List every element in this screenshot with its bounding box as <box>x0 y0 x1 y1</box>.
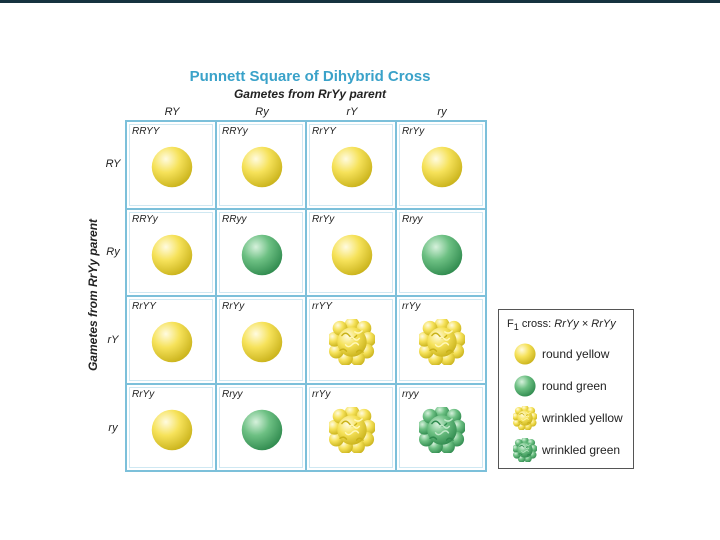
genotype-label: RrYY <box>132 301 156 312</box>
legend-item-round-green: round green <box>513 374 633 398</box>
legend-label: round yellow <box>542 347 610 361</box>
genotype-label: RrYY <box>312 126 336 137</box>
wrinkled-yellow-pea-icon <box>417 317 466 366</box>
round-yellow-pea-icon <box>239 319 285 365</box>
row-header-1: RY <box>105 158 121 170</box>
col-header-1: RY <box>164 106 180 118</box>
diagram-title: Punnett Square of Dihybrid Cross <box>189 68 431 85</box>
round-yellow-pea-icon <box>419 144 465 190</box>
round-green-pea-icon <box>419 232 465 278</box>
wrinkled-green-pea-icon <box>513 438 537 462</box>
round-yellow-pea-icon <box>149 319 195 365</box>
punnett-cell: RRYy <box>217 122 305 208</box>
punnett-cell: rrYy <box>397 297 485 383</box>
row-axis-label: Gametes from RrYy parent <box>86 218 100 372</box>
top-bar <box>0 0 720 3</box>
wrinkled-yellow-pea-icon <box>513 406 537 430</box>
round-yellow-pea-icon <box>149 144 195 190</box>
punnett-cell: rryy <box>397 384 485 470</box>
genotype-label: rrYy <box>312 388 331 400</box>
round-yellow-pea-icon <box>149 232 195 278</box>
row-header-4: ry <box>108 422 118 434</box>
genotype-label: RrYy <box>402 126 425 137</box>
genotype-label: rrYY <box>312 301 332 312</box>
punnett-cell: RrYy <box>127 384 215 470</box>
round-yellow-pea-icon <box>329 144 375 190</box>
genotype-label: Rryy <box>222 388 243 400</box>
legend-title-cross: RrYy × RrYy <box>554 318 616 330</box>
genotype-label: Rryy <box>402 213 423 225</box>
genotype-label: rryy <box>402 388 419 400</box>
legend-title: F1 cross: RrYy × RrYy <box>507 318 616 332</box>
legend-title-sub: 1 <box>513 322 519 333</box>
legend-item-wrinkled-yellow: wrinkled yellow <box>513 406 633 430</box>
legend-item-round-yellow: round yellow <box>513 342 633 366</box>
legend-label: wrinkled yellow <box>542 411 623 425</box>
genotype-label: RrYy <box>222 301 245 312</box>
genotype-label: RrYy <box>312 213 335 225</box>
col-header-4: ry <box>437 106 447 118</box>
wrinkled-yellow-pea-icon <box>327 317 376 366</box>
row-header-2: Ry <box>106 246 120 258</box>
legend-label: round green <box>542 379 607 393</box>
row-header-3: rY <box>107 334 119 346</box>
round-green-pea-icon <box>514 375 536 397</box>
wrinkled-yellow-pea-icon <box>327 404 376 454</box>
wrinkled-green-pea-icon <box>417 404 466 454</box>
punnett-cell: RrYy <box>307 209 395 295</box>
genotype-label: RrYy <box>132 388 155 400</box>
legend-label: wrinkled green <box>542 443 621 457</box>
round-yellow-pea-icon <box>514 343 536 365</box>
punnett-cell: rrYy <box>307 384 395 470</box>
punnett-grid: RRYY RRYy RrYY RrYy RRYy RRyy RrYy Rryy RrYY RrYy… <box>125 120 487 472</box>
genotype-label: RRYY <box>132 126 160 137</box>
legend-title-text: cross: <box>518 318 555 330</box>
round-yellow-pea-icon <box>239 144 285 190</box>
genotype-label: rrYy <box>402 301 421 312</box>
column-axis-label: Gametes from RrYy parent <box>233 87 387 101</box>
genotype-label: RRYy <box>222 126 248 137</box>
legend-box: F1 cross: RrYy × RrYy round yellow round … <box>498 309 634 469</box>
punnett-cell: RRyy <box>217 209 305 295</box>
punnett-cell: Rryy <box>217 384 305 470</box>
genotype-label: RRYy <box>132 213 158 225</box>
punnett-cell: Rryy <box>397 209 485 295</box>
punnett-cell: RrYy <box>217 297 305 383</box>
col-header-3: rY <box>346 106 358 118</box>
genotype-label: RRyy <box>222 213 247 225</box>
punnett-cell: RRYY <box>127 122 215 208</box>
round-yellow-pea-icon <box>149 407 195 453</box>
round-yellow-pea-icon <box>329 232 375 278</box>
legend-title-prefix: F <box>507 318 514 330</box>
punnett-cell: RrYy <box>397 122 485 208</box>
round-green-pea-icon <box>239 232 285 278</box>
punnett-cell: RrYY <box>127 297 215 383</box>
punnett-cell: RRYy <box>127 209 215 295</box>
punnett-cell: RrYY <box>307 122 395 208</box>
round-green-pea-icon <box>239 407 285 453</box>
punnett-cell: rrYY <box>307 297 395 383</box>
col-header-2: Ry <box>255 106 269 118</box>
legend-item-wrinkled-green: wrinkled green <box>513 438 633 462</box>
